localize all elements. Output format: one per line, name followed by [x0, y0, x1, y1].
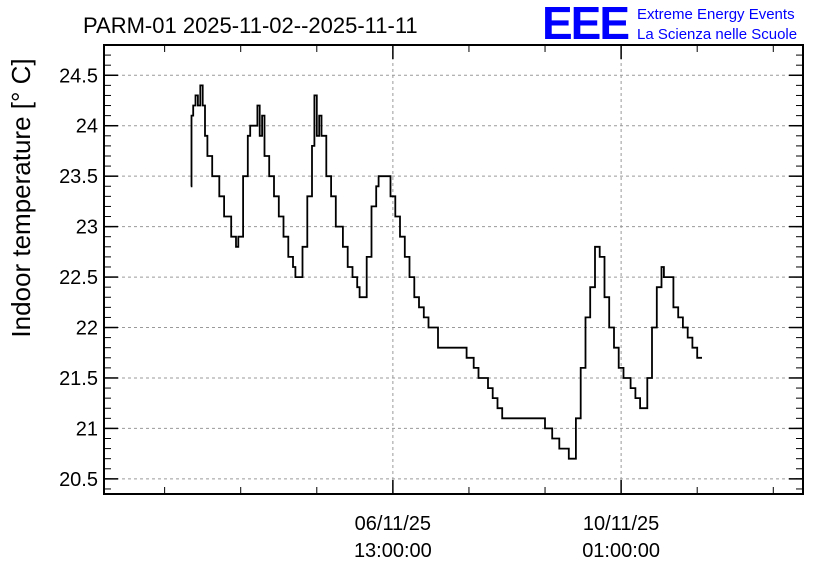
y-tick-label: 21	[76, 418, 98, 440]
x-tick-label-time: 13:00:00	[354, 540, 432, 562]
y-tick-label: 21.5	[59, 368, 98, 390]
x-tick-label-date: 10/11/25	[583, 513, 659, 535]
x-axis-ticks: 06/11/25 13:00:00 10/11/25 01:00:00	[164, 45, 774, 562]
x-tick-label-time: 01:00:00	[582, 540, 660, 562]
logo-line-1: Extreme Energy Events	[637, 6, 795, 23]
y-tick-label: 22	[76, 318, 98, 340]
y-tick-label: 24	[76, 116, 98, 138]
plot-frame	[103, 44, 804, 495]
series-line-indoor-temperature	[190, 84, 702, 460]
y-tick-label: 23	[76, 217, 98, 239]
y-tick-label: 23.5	[59, 166, 98, 188]
logo-line-2: La Scienza nelle Scuole	[637, 26, 797, 43]
y-axis-label: Indoor temperature [° C]	[6, 58, 36, 337]
chart-title: PARM-01 2025-11-02--2025-11-11	[83, 13, 418, 38]
y-tick-label: 20.5	[59, 469, 98, 491]
y-tick-label: 22.5	[59, 267, 98, 289]
x-tick-label-date: 06/11/25	[355, 513, 431, 535]
y-tick-label: 24.5	[59, 65, 98, 87]
grid-lines	[104, 45, 803, 494]
eee-logo-mark: EEE	[542, 0, 628, 49]
y-axis-ticks: 20.5 21 21.5 22 22.5 23 23.5 24 24.5	[59, 54, 803, 491]
eee-logo: EEE Extreme Energy Events La Scienza nel…	[542, 0, 797, 49]
